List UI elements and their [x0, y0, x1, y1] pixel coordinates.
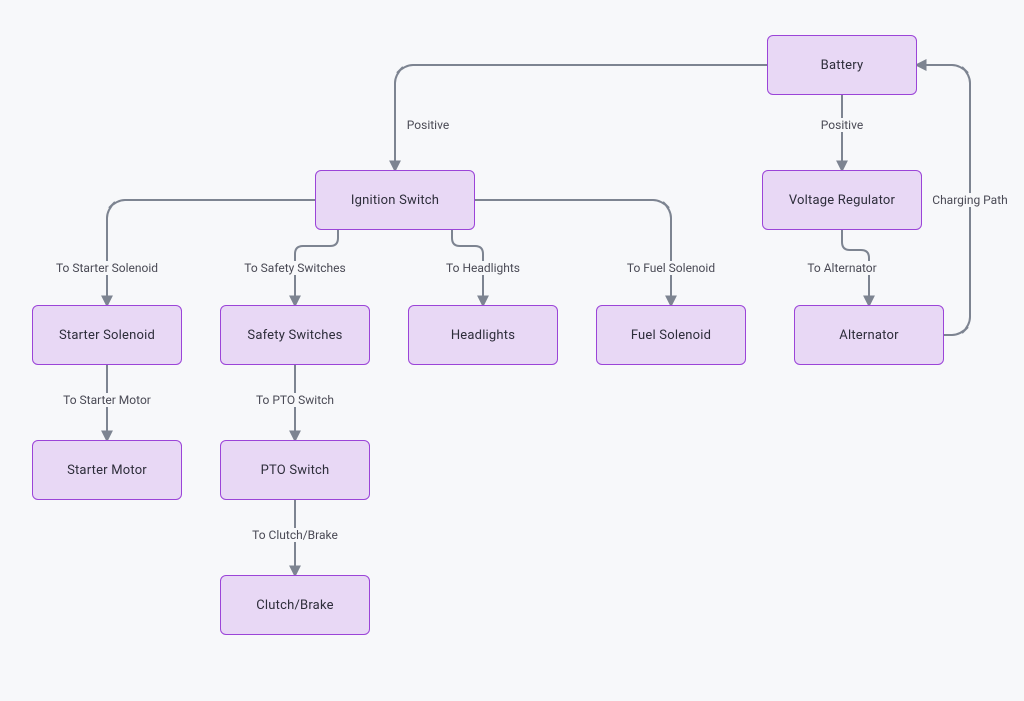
edge-label-ignition-safety: To Safety Switches: [240, 261, 349, 275]
node-safety: Safety Switches: [220, 305, 370, 365]
node-alternator: Alternator: [794, 305, 944, 365]
edge-label-battery-ignition: Positive: [403, 118, 453, 132]
node-pto: PTO Switch: [220, 440, 370, 500]
edge-ignition-fuel: [475, 200, 671, 305]
edge-label-ignition-starter_solenoid: To Starter Solenoid: [52, 261, 162, 275]
edge-label-vreg-alternator: To Alternator: [803, 261, 880, 275]
node-vreg: Voltage Regulator: [762, 170, 922, 230]
node-clutch: Clutch/Brake: [220, 575, 370, 635]
edge-label-starter_solenoid-starter_motor: To Starter Motor: [59, 393, 155, 407]
edge-label-ignition-fuel: To Fuel Solenoid: [623, 261, 719, 275]
node-starter_motor: Starter Motor: [32, 440, 182, 500]
edge-label-ignition-headlights: To Headlights: [442, 261, 524, 275]
node-starter_solenoid: Starter Solenoid: [32, 305, 182, 365]
flowchart-canvas: Battery Ignition Switch Voltage Regulator S…: [0, 0, 1024, 701]
node-headlights: Headlights: [408, 305, 558, 365]
edge-label-battery-vreg: Positive: [817, 118, 867, 132]
edge-label-alternator-battery: Charging Path: [928, 193, 1011, 207]
node-fuel: Fuel Solenoid: [596, 305, 746, 365]
node-battery: Battery: [767, 35, 917, 95]
edge-ignition-starter_solenoid: [107, 200, 315, 305]
edge-label-safety-pto: To PTO Switch: [252, 393, 338, 407]
edge-label-pto-clutch: To Clutch/Brake: [248, 528, 342, 542]
node-ignition: Ignition Switch: [315, 170, 475, 230]
